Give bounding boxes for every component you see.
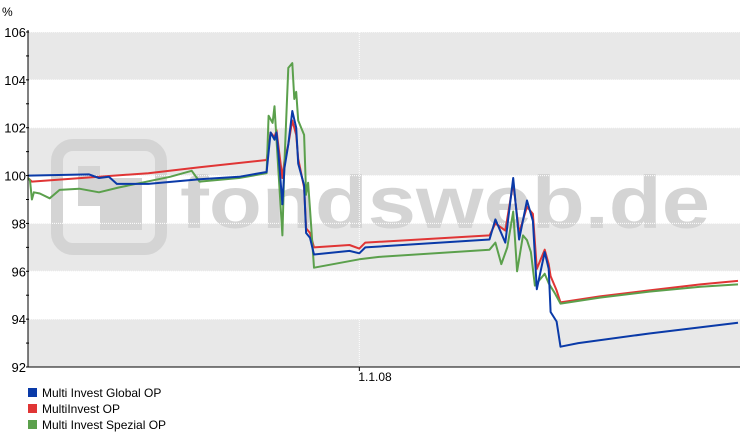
y-tick-label: 106 <box>4 25 26 40</box>
grid-band <box>28 319 740 367</box>
y-tick-label: 96 <box>12 264 26 279</box>
grid-band <box>28 32 740 80</box>
x-tick-label: 1.1.08 <box>358 370 392 384</box>
grid-band <box>28 127 740 176</box>
watermark-logo-inner <box>78 166 100 206</box>
legend-label: Multi Invest Spezial OP <box>42 418 166 432</box>
axes: 92 94 96 98 100 102 104 106 1.1.08 <box>4 25 740 384</box>
y-tick-label: 92 <box>12 360 26 375</box>
series-line-1 <box>27 110 739 348</box>
y-tick-label: 94 <box>12 312 26 327</box>
legend-swatch <box>28 404 37 413</box>
y-tick-label: 102 <box>4 121 26 136</box>
y-tick-label: 104 <box>4 73 26 88</box>
legend-label: Multi Invest Global OP <box>42 386 161 400</box>
watermark-logo-frame <box>51 139 167 255</box>
gridlines <box>28 31 740 367</box>
y-tick-label: 100 <box>4 169 26 184</box>
y-tick-label: 98 <box>12 216 26 231</box>
legend: Multi Invest Global OP MultiInvest OP Mult… <box>28 386 166 432</box>
watermark-logo-inner-2 <box>100 178 142 230</box>
series-line-3 <box>27 62 739 305</box>
legend-label: MultiInvest OP <box>42 402 120 416</box>
y-axis-unit: % <box>2 5 13 19</box>
watermark-text: fondsweb.de <box>180 161 710 244</box>
background-bands <box>28 32 740 367</box>
legend-swatch <box>28 420 37 429</box>
series-lines <box>27 62 739 348</box>
fondsweb-watermark: fondsweb.de <box>51 139 710 255</box>
legend-swatch <box>28 388 37 397</box>
